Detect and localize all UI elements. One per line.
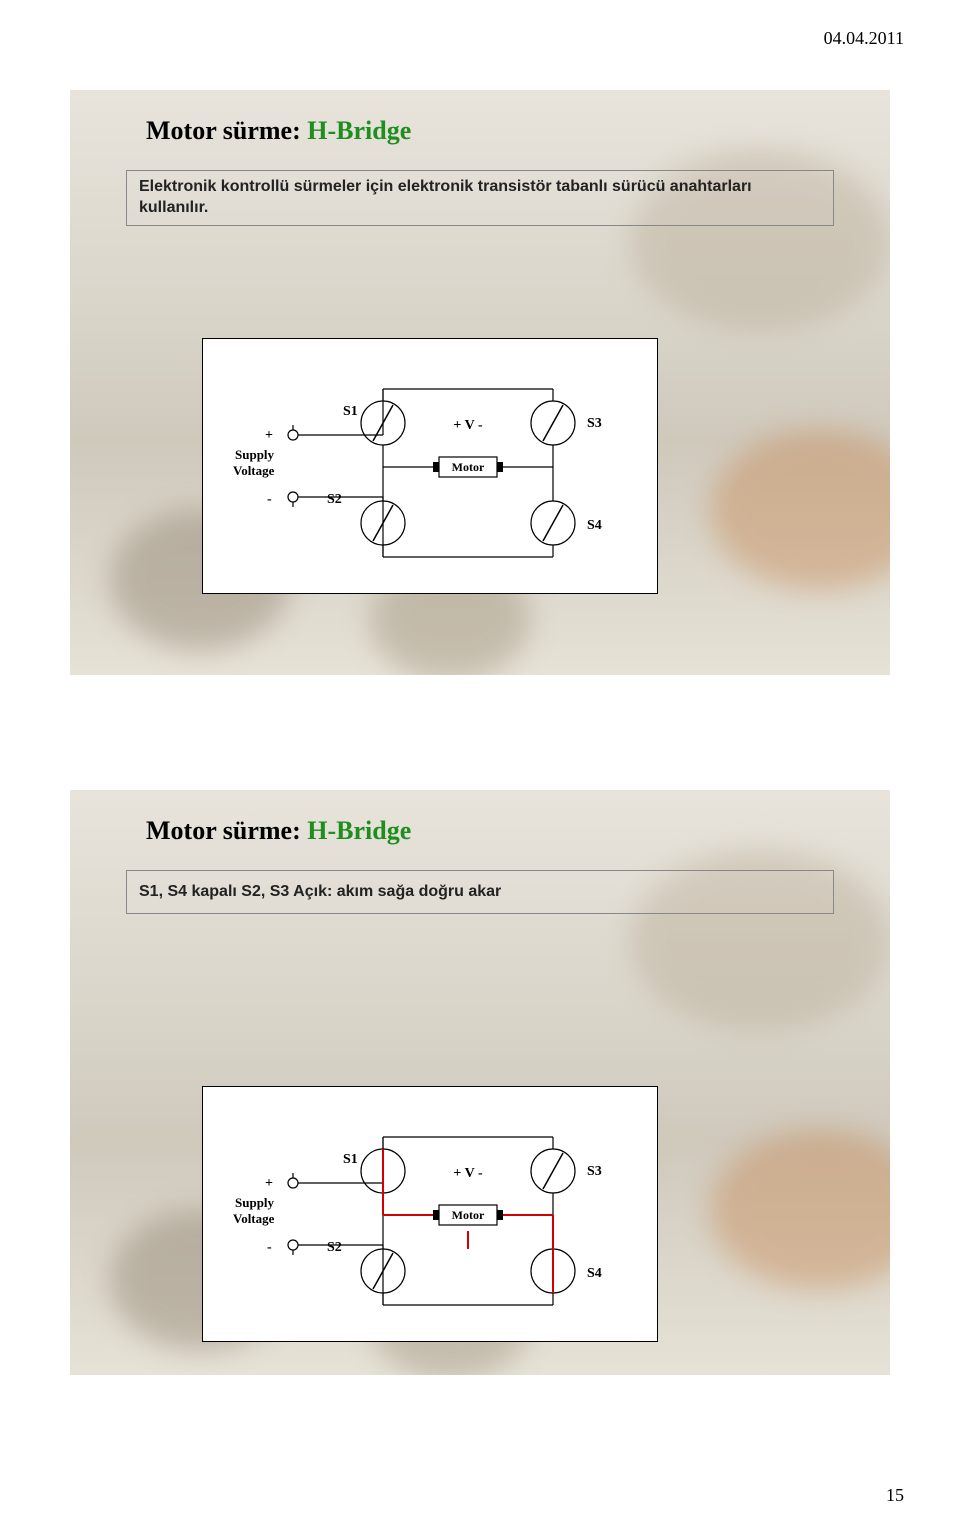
page-number: 15 [886, 1485, 904, 1506]
s3-label: S3 [587, 416, 602, 431]
slide-title-2: Motor sürme: H-Bridge [146, 816, 411, 846]
supply-minus-label: - [267, 492, 272, 507]
supply-plus-label: + [265, 428, 273, 443]
s3-label-2: S3 [587, 1164, 602, 1179]
description-text-2: S1, S4 kapalı S2, S3 Açık: akım sağa doğ… [139, 882, 501, 903]
page-date: 04.04.2011 [824, 28, 904, 49]
supply-plus-label-2: + [265, 1176, 273, 1191]
circuit-svg-1: + Supply Voltage - S1 S2 [203, 339, 659, 595]
title-accent: H-Bridge [307, 116, 411, 145]
circuit-box-2: + Supply Voltage - S1 S2 [202, 1086, 658, 1342]
s1-label-2: S1 [343, 1152, 358, 1167]
slide-title-1: Motor sürme: H-Bridge [146, 116, 411, 146]
slide-1: Motor sürme: H-Bridge Elektronik kontrol… [70, 90, 890, 675]
s2-label-2: S2 [327, 1240, 342, 1255]
circuit-svg-2: + Supply Voltage - S1 S2 [203, 1087, 659, 1343]
s2-label: S2 [327, 492, 342, 507]
supply-minus-terminal [288, 492, 298, 502]
title-prefix: Motor sürme: [146, 116, 307, 145]
motor-label: Motor [452, 460, 485, 474]
v-label-2: + V - [453, 1166, 483, 1181]
s4-label: S4 [587, 518, 602, 533]
supply-plus-terminal [288, 430, 298, 440]
description-box-2: S1, S4 kapalı S2, S3 Açık: akım sağa doğ… [126, 870, 834, 914]
supply-label-1b: Supply [235, 1195, 275, 1210]
supply-label-2b: Voltage [233, 1211, 275, 1226]
description-text-1: Elektronik kontrollü sürmeler için elekt… [139, 177, 821, 219]
motor-label-2: Motor [452, 1208, 485, 1222]
title-accent-2: H-Bridge [307, 816, 411, 845]
slide-2: Motor sürme: H-Bridge S1, S4 kapalı S2, … [70, 790, 890, 1375]
supply-minus-label-2: - [267, 1240, 272, 1255]
s4-label-2: S4 [587, 1266, 602, 1281]
title-prefix-2: Motor sürme: [146, 816, 307, 845]
v-label: + V - [453, 418, 483, 433]
circuit-box-1: + Supply Voltage - S1 S2 [202, 338, 658, 594]
supply-label-2: Voltage [233, 463, 275, 478]
description-box-1: Elektronik kontrollü sürmeler için elekt… [126, 170, 834, 226]
s1-label: S1 [343, 404, 358, 419]
supply-label-1: Supply [235, 447, 275, 462]
